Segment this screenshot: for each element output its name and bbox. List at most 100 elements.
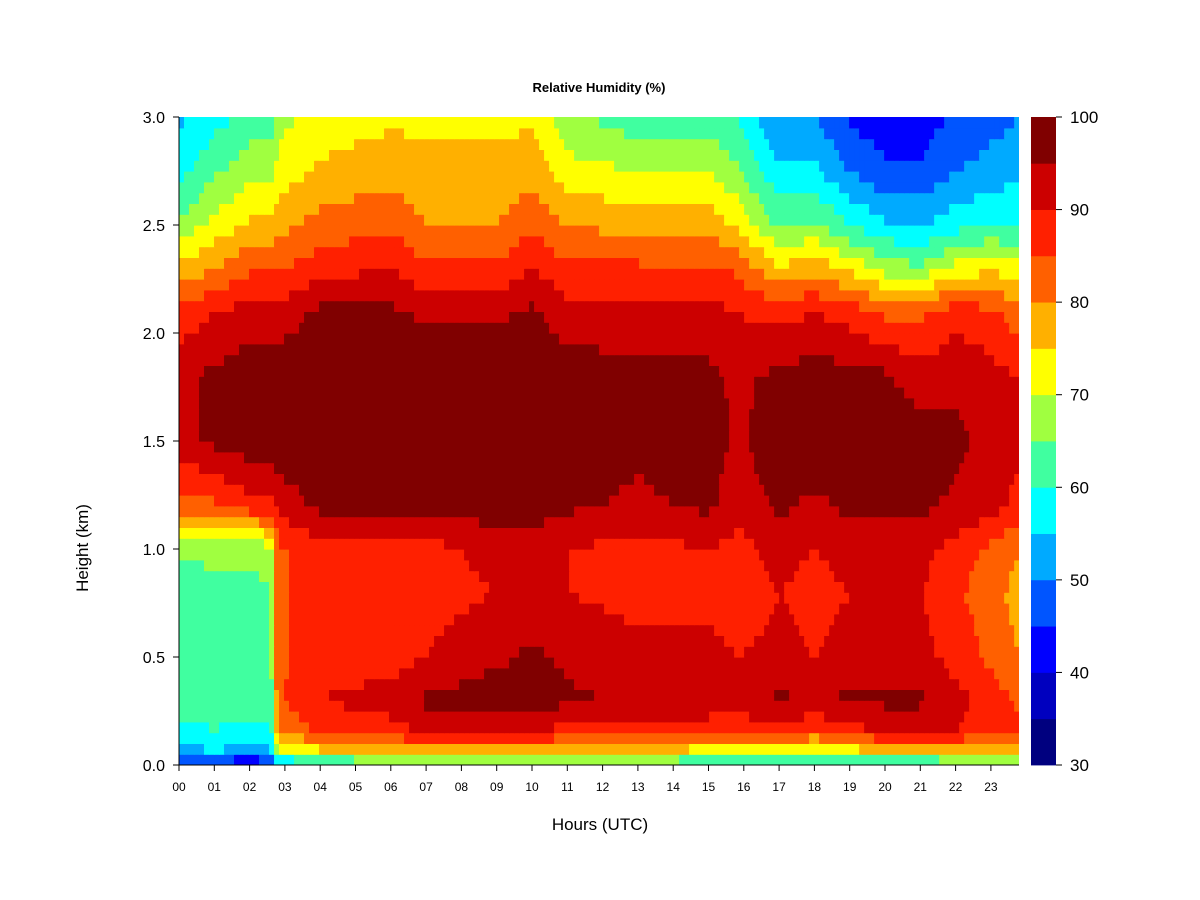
heatmap-cell xyxy=(309,613,315,626)
heatmap-cell xyxy=(524,732,530,744)
heatmap-cell xyxy=(939,451,945,464)
heatmap-cell xyxy=(244,559,250,572)
heatmap-cell xyxy=(629,516,635,528)
heatmap-cell xyxy=(804,570,810,582)
heatmap-cell xyxy=(259,495,265,507)
heatmap-cell xyxy=(269,484,275,496)
heatmap-cell xyxy=(249,495,255,507)
heatmap-cell xyxy=(604,657,610,669)
heatmap-cell xyxy=(214,592,220,604)
heatmap-cell xyxy=(779,451,785,464)
heatmap-cell xyxy=(484,581,490,593)
heatmap-cell xyxy=(674,646,680,658)
heatmap-cell xyxy=(814,689,820,701)
heatmap-cell xyxy=(359,559,365,572)
heatmap-cell xyxy=(264,689,270,701)
heatmap-cell xyxy=(589,657,595,669)
heatmap-cell xyxy=(974,473,980,485)
heatmap-cell xyxy=(599,505,605,518)
heatmap-cell xyxy=(814,484,820,496)
heatmap-cell xyxy=(719,549,725,561)
heatmap-cell xyxy=(444,559,450,572)
heatmap-cell xyxy=(884,473,890,485)
heatmap-cell xyxy=(949,700,955,712)
heatmap-cell xyxy=(894,451,900,464)
heatmap-cell xyxy=(704,538,710,550)
heatmap-cell xyxy=(774,603,780,615)
heatmap-cell xyxy=(294,462,300,474)
heatmap-cell xyxy=(349,754,355,765)
heatmap-cell xyxy=(369,516,375,528)
heatmap-cell xyxy=(194,657,200,669)
heatmap-cell xyxy=(319,462,325,474)
heatmap-cell xyxy=(574,451,580,464)
heatmap-cell xyxy=(444,462,450,474)
heatmap-cell xyxy=(969,559,975,572)
heatmap-cell xyxy=(634,678,640,690)
heatmap-cell xyxy=(679,657,685,669)
heatmap-cell xyxy=(749,516,755,528)
heatmap-cell xyxy=(544,570,550,582)
heatmap-cell xyxy=(239,451,245,464)
heatmap-cell xyxy=(789,689,795,701)
heatmap-cell xyxy=(444,667,450,680)
heatmap-cell xyxy=(254,657,260,669)
heatmap-cell xyxy=(319,549,325,561)
heatmap-cell xyxy=(629,646,635,658)
heatmap-cell xyxy=(459,559,465,572)
heatmap-cell xyxy=(669,495,675,507)
heatmap-cell xyxy=(949,538,955,550)
heatmap-cell xyxy=(939,613,945,626)
heatmap-cell xyxy=(989,711,995,723)
heatmap-cell xyxy=(519,581,525,593)
heatmap-cell xyxy=(619,678,625,690)
heatmap-cell xyxy=(754,441,760,453)
heatmap-cell xyxy=(724,732,730,744)
heatmap-cell xyxy=(879,592,885,604)
heatmap-cell xyxy=(359,678,365,690)
heatmap-cell xyxy=(384,700,390,712)
heatmap-cell xyxy=(449,559,455,572)
heatmap-cell xyxy=(784,721,790,734)
heatmap-cell xyxy=(784,667,790,680)
heatmap-cell xyxy=(449,581,455,593)
heatmap-cell xyxy=(479,484,485,496)
heatmap-cell xyxy=(264,743,270,755)
heatmap-cell xyxy=(634,581,640,593)
heatmap-cell xyxy=(444,581,450,593)
heatmap-cell xyxy=(949,570,955,582)
heatmap-cell xyxy=(639,732,645,744)
heatmap-cell xyxy=(619,495,625,507)
heatmap-cell xyxy=(774,505,780,518)
heatmap-cell xyxy=(564,700,570,712)
heatmap-cell xyxy=(724,603,730,615)
heatmap-cell xyxy=(739,732,745,744)
heatmap-cell xyxy=(694,441,700,453)
heatmap-cell xyxy=(589,559,595,572)
heatmap-cell xyxy=(219,484,225,496)
heatmap-cell xyxy=(574,721,580,734)
heatmap-cell xyxy=(374,657,380,669)
heatmap-cell xyxy=(954,711,960,723)
heatmap-cell xyxy=(654,559,660,572)
heatmap-cell xyxy=(239,624,245,636)
heatmap-cell xyxy=(359,592,365,604)
heatmap-cell xyxy=(464,624,470,636)
heatmap-cell xyxy=(934,678,940,690)
heatmap-cell xyxy=(424,462,430,474)
heatmap-cell xyxy=(634,732,640,744)
heatmap-cell xyxy=(969,754,975,765)
heatmap-cell xyxy=(389,516,395,528)
heatmap-cell xyxy=(1009,549,1015,561)
heatmap-cell xyxy=(794,613,800,626)
heatmap-cell xyxy=(574,570,580,582)
heatmap-cell xyxy=(464,646,470,658)
heatmap-cell xyxy=(559,473,565,485)
heatmap-cell xyxy=(984,657,990,669)
heatmap-cell xyxy=(699,657,705,669)
heatmap-cell xyxy=(694,603,700,615)
heatmap-cell xyxy=(649,505,655,518)
heatmap-cell xyxy=(209,462,215,474)
heatmap-cell xyxy=(849,451,855,464)
heatmap-cell xyxy=(359,667,365,680)
